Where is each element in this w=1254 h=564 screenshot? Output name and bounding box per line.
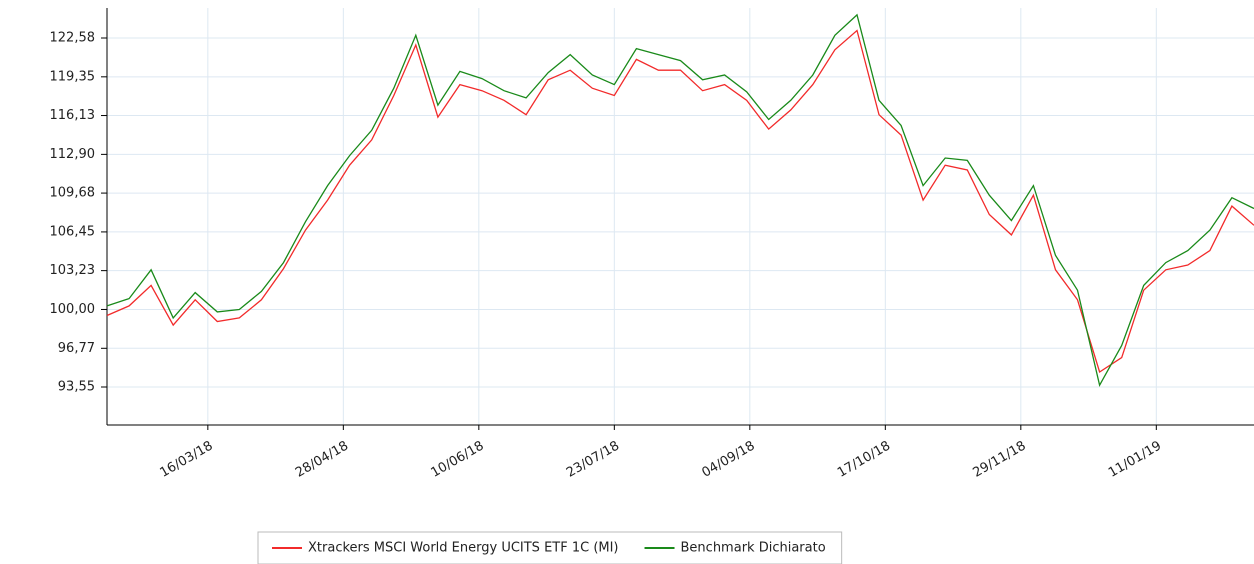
x-tick-label: 17/10/18 [835, 439, 893, 481]
y-tick-label: 109,68 [50, 186, 96, 201]
x-tick-label: 29/11/18 [971, 439, 1029, 481]
x-tick-label: 16/03/18 [158, 439, 216, 481]
y-tick-label: 106,45 [50, 224, 96, 239]
x-tick-label: 10/06/18 [429, 439, 487, 481]
x-tick-label: 23/07/18 [564, 439, 622, 481]
legend-label: Xtrackers MSCI World Energy UCITS ETF 1C… [308, 541, 619, 556]
y-tick-label: 119,35 [50, 69, 96, 84]
x-tick-label: 04/09/18 [700, 439, 758, 481]
y-tick-label: 96,77 [58, 341, 95, 356]
x-tick-label: 28/04/18 [293, 439, 351, 481]
series-line [106, 29, 1254, 374]
legend-box [257, 531, 843, 564]
y-tick-label: 112,90 [50, 147, 96, 162]
y-tick-label: 103,23 [50, 263, 96, 278]
y-tick-label: 100,00 [50, 302, 96, 317]
series-line [106, 13, 1254, 387]
legend-label: Benchmark Dichiarato [681, 541, 826, 556]
y-tick-label: 122,58 [50, 30, 96, 45]
y-tick-label: 116,13 [50, 108, 96, 123]
y-tick-label: 93,55 [58, 380, 95, 395]
x-tick-label: 11/01/19 [1106, 439, 1164, 481]
